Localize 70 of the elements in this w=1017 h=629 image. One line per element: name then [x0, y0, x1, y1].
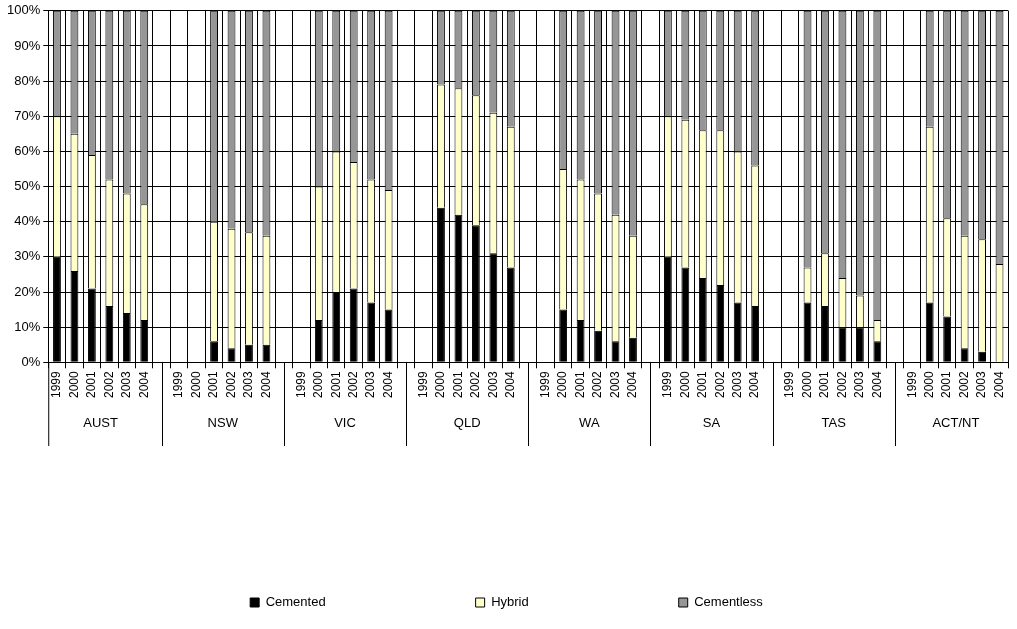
y-tick-label: 30%: [14, 248, 41, 264]
x-tick-label: 1999: [293, 370, 308, 399]
x-tick-label: 2000: [188, 370, 203, 399]
y-tick-label: 20%: [14, 283, 41, 299]
x-tick-label: 2002: [712, 370, 727, 399]
x-tick-label: 1999: [538, 370, 553, 399]
x-tick-label: 2001: [84, 370, 99, 399]
legend-label: Cemented: [265, 594, 326, 610]
legend-label: Hybrid: [491, 594, 529, 610]
x-tick-label: 2001: [328, 370, 343, 399]
x-tick-label: 2003: [241, 370, 256, 399]
x-tick-label: 2003: [363, 370, 378, 399]
x-tick-label: 2002: [468, 370, 483, 399]
x-tick-label: 2004: [380, 370, 395, 399]
y-tick-label: 10%: [14, 318, 41, 334]
x-tick-label: 2004: [625, 370, 640, 399]
text: NSW: [207, 415, 239, 431]
x-tick-label: 2001: [695, 370, 710, 399]
x-tick-label: 2002: [590, 370, 605, 399]
x-tick-label: 2001: [450, 370, 465, 399]
x-tick-label: 2002: [834, 370, 849, 399]
x-tick-label: 2000: [433, 370, 448, 399]
x-tick-label: 2001: [939, 370, 954, 399]
x-tick-label: 2004: [503, 370, 518, 399]
x-tick-label: 2000: [66, 370, 81, 399]
x-tick-label: 1999: [49, 370, 64, 399]
text: TAS: [821, 415, 847, 431]
x-tick-label: 2000: [677, 370, 692, 399]
x-tick-label: 1999: [171, 370, 186, 399]
y-tick-label: 90%: [14, 37, 41, 53]
y-tick-label: 50%: [14, 178, 41, 194]
x-tick-label: 2003: [607, 370, 622, 399]
x-tick-label: 2004: [258, 370, 273, 399]
x-tick-label: 2000: [799, 370, 814, 399]
y-tick-label: 40%: [14, 213, 41, 229]
x-tick-label: 2003: [730, 370, 745, 399]
x-tick-label: 2001: [206, 370, 221, 399]
x-tick-label: 2003: [119, 370, 134, 399]
x-tick-label: 1999: [782, 370, 797, 399]
x-tick-label: 2004: [991, 370, 1006, 399]
x-tick-label: 2000: [555, 370, 570, 399]
x-tick-label: 2002: [346, 370, 361, 399]
x-tick-label: 2000: [922, 370, 937, 399]
x-tick-label: 2001: [817, 370, 832, 399]
text: WA: [579, 415, 600, 431]
x-tick-label: 2004: [869, 370, 884, 399]
x-tick-label: 2002: [101, 370, 116, 399]
x-tick-label: 2000: [311, 370, 326, 399]
x-tick-label: 1999: [904, 370, 919, 399]
x-tick-label: 2004: [747, 370, 762, 399]
text: SA: [702, 415, 721, 431]
x-tick-label: 2003: [852, 370, 867, 399]
text: ACT/NT: [932, 415, 980, 431]
text: VIC: [334, 415, 356, 431]
x-tick-label: 2003: [974, 370, 989, 399]
text: AUST: [83, 415, 119, 431]
x-tick-label: 2004: [136, 370, 151, 399]
x-tick-label: 2001: [572, 370, 587, 399]
x-tick-label: 2002: [223, 370, 238, 399]
x-tick-label: 1999: [660, 370, 675, 399]
text: QLD: [453, 415, 481, 431]
y-tick-label: 100%: [7, 2, 41, 18]
legend-label: Cementless: [694, 594, 764, 610]
x-tick-label: 1999: [415, 370, 430, 399]
y-tick-label: 80%: [14, 72, 41, 88]
x-tick-label: 2002: [956, 370, 971, 399]
x-tick-label: 2003: [485, 370, 500, 399]
y-tick-label: 0%: [21, 353, 41, 369]
y-tick-label: 60%: [14, 142, 41, 158]
y-tick-label: 70%: [14, 107, 41, 123]
